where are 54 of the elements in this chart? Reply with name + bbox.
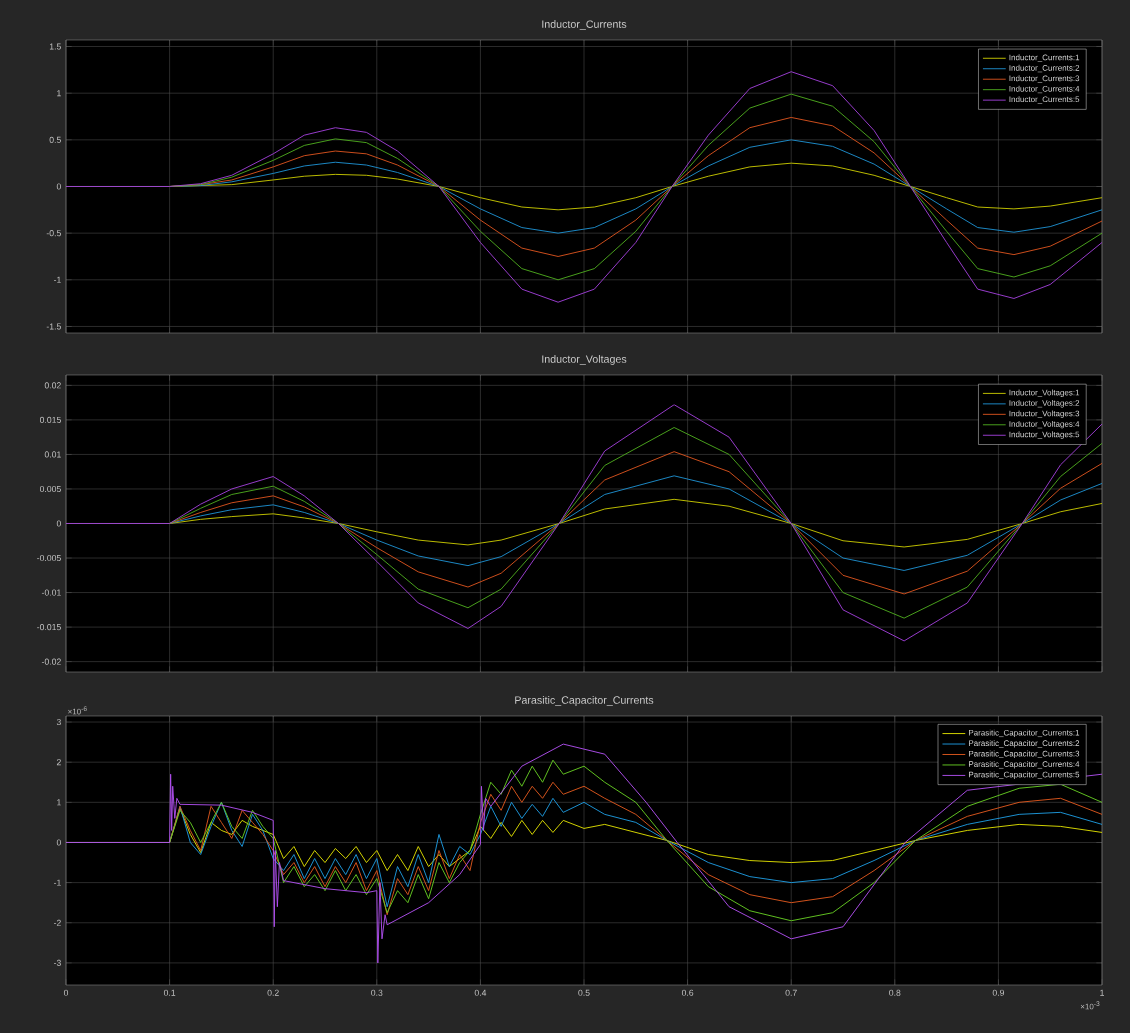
legend-label: Parasitic_Capacitor_Currents:2 [969, 740, 1080, 748]
y-tick-label: -2 [53, 919, 61, 926]
x-tick-label: 0.2 [267, 989, 279, 996]
y-tick-label: 1.5 [49, 43, 61, 50]
legend-label: Parasitic_Capacitor_Currents:5 [969, 771, 1080, 779]
y-tick-label: 0 [56, 183, 61, 190]
x-tick-label: 0.8 [889, 989, 901, 996]
legend-label: Parasitic_Capacitor_Currents:3 [969, 750, 1080, 759]
y-tick-label: 1 [57, 799, 61, 806]
legend-label: Parasitic_Capacitor_Currents:4 [969, 761, 1080, 769]
text: ×10$^{-6}$ [68, 706, 87, 715]
legend-label: Inductor_Voltages:5 [1009, 431, 1080, 439]
legend-label: Inductor_Voltages:3 [1009, 410, 1080, 418]
text: ×10$^{-3}$ [1080, 1001, 1100, 1010]
x-tick-label: 0.4 [474, 989, 487, 996]
legend-label: Inductor_Currents:2 [1009, 64, 1080, 73]
y-tick-label: 3 [56, 718, 61, 726]
y-tick-label: -1 [53, 276, 61, 283]
y-tick-label: -1.5 [46, 323, 61, 330]
y-tick-label: -3 [53, 959, 61, 966]
legend-label: Inductor_Voltages:2 [1009, 399, 1080, 408]
legend-label: Inductor_Currents:1 [1009, 54, 1080, 62]
y-tick-label: 1 [57, 90, 61, 97]
y-tick-label: -1 [53, 879, 61, 886]
legend-label: Inductor_Voltages:1 [1009, 389, 1080, 397]
x-tick-label: 0.1 [163, 989, 176, 996]
chart-title: Parasitic_Capacitor_Currents [515, 696, 654, 706]
x-tick-label: 0.9 [992, 989, 1005, 996]
chart-title: Inductor_Voltages [542, 355, 627, 365]
y-tick-label: 0.015 [39, 416, 61, 423]
x-tick-label: 0.3 [371, 989, 383, 996]
y-tick-label: 0 [56, 520, 61, 527]
x-tick-label: 1 [1100, 989, 1104, 996]
x-tick-label: 0.6 [681, 989, 694, 996]
legend-label: Inductor_Currents:3 [1009, 75, 1080, 83]
x-tick-label: 0 [63, 989, 69, 996]
y-tick-label: -0.015 [37, 624, 61, 631]
y-tick-label: 0.5 [49, 136, 61, 143]
y-tick-label: -0.02 [41, 658, 61, 665]
legend-label: Inductor_Currents:4 [1009, 85, 1080, 94]
x-tick-label: 0.7 [785, 989, 797, 996]
y-tick-label: 2 [56, 759, 61, 766]
legend-label: Parasitic_Capacitor_Currents:1 [969, 729, 1080, 738]
y-tick-label: -0.5 [46, 230, 61, 237]
legend-label: Inductor_Voltages:4 [1009, 420, 1080, 429]
y-tick-label: -0.01 [41, 589, 61, 596]
y-tick-label: 0.005 [39, 485, 61, 493]
y-tick-label: 0.02 [44, 382, 61, 389]
x-tick-label: 0.5 [578, 989, 590, 996]
chart-title: Inductor_Currents [542, 20, 627, 30]
y-tick-label: 0 [56, 839, 61, 846]
y-tick-label: -0.005 [37, 554, 61, 562]
y-tick-label: 0.01 [44, 451, 61, 458]
legend-label: Inductor_Currents:5 [1009, 96, 1080, 104]
